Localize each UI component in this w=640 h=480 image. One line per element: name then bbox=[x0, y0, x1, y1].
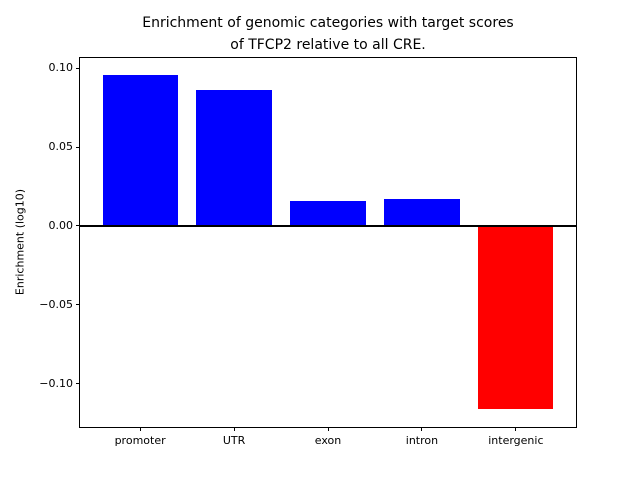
x-axis-tick bbox=[233, 427, 235, 431]
x-axis-tick bbox=[139, 427, 141, 431]
x-tick-label-UTR: UTR bbox=[222, 434, 246, 447]
bar-intron bbox=[384, 199, 460, 226]
y-axis-label: Enrichment (log10) bbox=[13, 188, 27, 296]
bar-promoter bbox=[102, 74, 178, 226]
chart-title-line-2: of TFCP2 relative to all CRE. bbox=[230, 37, 426, 53]
bar-intergenic bbox=[478, 225, 554, 409]
x-tick-label-intergenic: intergenic bbox=[488, 434, 544, 447]
y-tick-label: 0.10 bbox=[48, 61, 74, 75]
bar-exon bbox=[290, 200, 366, 226]
x-axis-tick bbox=[515, 427, 517, 431]
y-axis-tick bbox=[76, 67, 80, 69]
y-tick-label: 0.00 bbox=[48, 218, 74, 232]
chart-title: Enrichment of genomic categories with ta… bbox=[80, 12, 576, 56]
x-axis-tick bbox=[421, 427, 423, 431]
zero-baseline bbox=[80, 224, 576, 227]
plot-area bbox=[79, 57, 577, 428]
y-axis-tick bbox=[76, 383, 80, 385]
chart-title-line-1: Enrichment of genomic categories with ta… bbox=[142, 15, 514, 31]
y-axis-tick bbox=[76, 146, 80, 148]
x-tick-label-promoter: promoter bbox=[114, 434, 166, 447]
y-tick-label: −0.05 bbox=[39, 297, 73, 311]
x-tick-label-intron: intron bbox=[405, 434, 439, 447]
y-tick-label: 0.05 bbox=[48, 140, 74, 154]
y-axis-tick bbox=[76, 225, 80, 227]
y-tick-label: −0.10 bbox=[39, 376, 73, 390]
x-tick-label-exon: exon bbox=[314, 434, 342, 447]
y-axis-tick bbox=[76, 304, 80, 306]
bar-UTR bbox=[196, 90, 272, 226]
x-axis-tick bbox=[327, 427, 329, 431]
